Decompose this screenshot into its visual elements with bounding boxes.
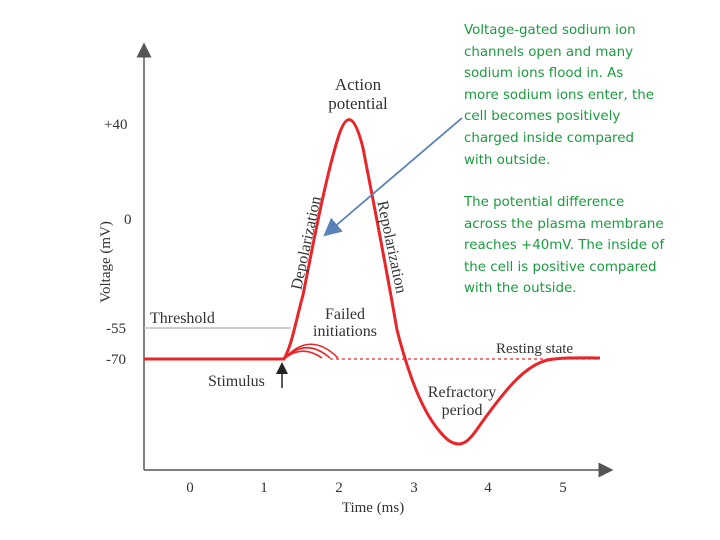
x-tick-2: 2 (335, 480, 343, 496)
x-tick-4: 4 (484, 480, 492, 496)
stimulus-label: Stimulus (208, 373, 265, 390)
y-tick-minus70: -70 (106, 352, 126, 368)
failed-initiation-curve-2 (283, 346, 331, 360)
failed-initiation-curve-3 (283, 350, 323, 360)
failed-initiations-label-line1: Failed (325, 306, 365, 323)
x-tick-3: 3 (410, 480, 418, 496)
y-axis-label: Voltage (mV) (98, 221, 114, 303)
y-tick-plus40: +40 (104, 117, 127, 133)
repolarization-label: Repolarization (373, 199, 409, 295)
x-axis-label: Time (ms) (342, 500, 404, 516)
action-potential-label-line1: Action (335, 75, 382, 94)
pointer-arrow-icon (323, 117, 463, 237)
note-potential-difference: The potential difference across the plas… (464, 195, 665, 297)
note-sodium-channels: Voltage-gated sodium ion channels open a… (464, 23, 654, 168)
refractory-period-label-line2: period (442, 402, 483, 419)
refractory-period-label-line1: Refractory (428, 384, 496, 401)
y-tick-minus55: -55 (106, 321, 126, 337)
resting-state-label: Resting state (496, 341, 573, 357)
threshold-label: Threshold (150, 310, 215, 327)
action-potential-label-line2: potential (328, 94, 388, 113)
y-tick-0: 0 (124, 212, 132, 228)
depolarization-label: Depolarization (288, 195, 324, 292)
x-tick-5: 5 (559, 480, 567, 496)
x-tick-0: 0 (186, 480, 194, 496)
failed-initiations-label-line2: initiations (313, 323, 377, 340)
action-potential-curve (144, 118, 601, 446)
x-tick-1: 1 (260, 480, 268, 496)
